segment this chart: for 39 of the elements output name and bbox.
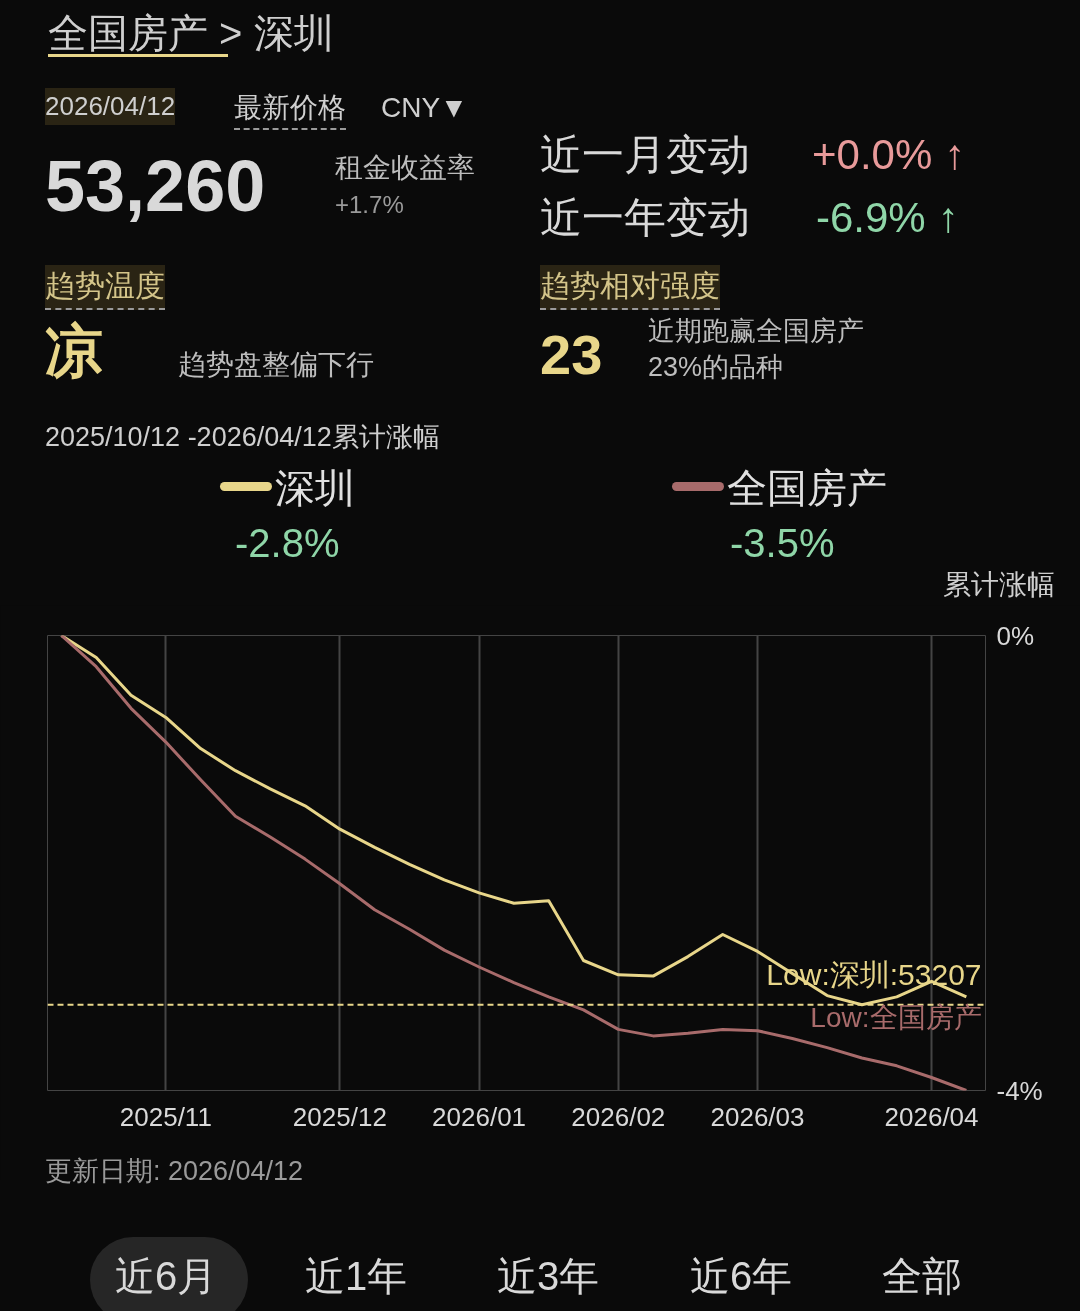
annotation: Low:全国房产: [810, 1001, 982, 1033]
text: 趋势相对强度: [540, 265, 720, 310]
text: 趋势盘整偏下行: [178, 348, 374, 382]
text: 近6月: [115, 1253, 218, 1300]
text: 最新价格: [234, 88, 346, 130]
y-tick-label: -4%: [996, 1075, 1043, 1106]
text: 近一月变动: [540, 130, 750, 180]
y-tick-label: 0%: [996, 620, 1035, 651]
legend-label: 全国房产: [727, 465, 887, 512]
x-tick-label: 2026/02: [571, 1101, 666, 1132]
text: 全部: [882, 1253, 962, 1300]
text: 近期跑赢全国房产: [648, 315, 864, 348]
x-tick-label: 2026/01: [432, 1101, 527, 1132]
y-axis-title: 累计涨幅: [943, 568, 1055, 602]
text: 近一年变动: [540, 193, 750, 243]
text: 近1年: [305, 1253, 408, 1300]
chart-title: 全国房产 > 深圳: [48, 10, 334, 57]
text: 更新日期: 2026/04/12: [45, 1155, 304, 1188]
text: CNY▼: [381, 91, 468, 125]
x-tick-label: 2025/11: [119, 1101, 212, 1132]
text: 趋势温度: [45, 265, 165, 310]
text: +0.0% ↑: [812, 130, 965, 180]
text: 23: [540, 322, 603, 388]
text: -6.9% ↑: [816, 193, 959, 243]
legend-label: 深圳: [275, 465, 355, 512]
text: -3.5%: [730, 520, 835, 567]
chart-subtitle: 2025/10/12 -2026/04/12累计涨幅: [45, 421, 440, 454]
x-tick-label: 2026/04: [884, 1101, 979, 1132]
text: 近6年: [690, 1253, 793, 1300]
text: 2026/04/12: [45, 88, 176, 126]
text: 凉: [45, 317, 103, 385]
text: 53,260: [45, 145, 266, 228]
text: 近3年: [497, 1253, 600, 1300]
text: 23%的品种: [648, 351, 784, 384]
x-tick-label: 2025/12: [292, 1101, 387, 1132]
x-tick-label: 2026/03: [710, 1101, 805, 1132]
text: +1.7%: [335, 190, 404, 220]
text: 租金收益率: [335, 151, 475, 185]
text: -2.8%: [235, 520, 340, 567]
